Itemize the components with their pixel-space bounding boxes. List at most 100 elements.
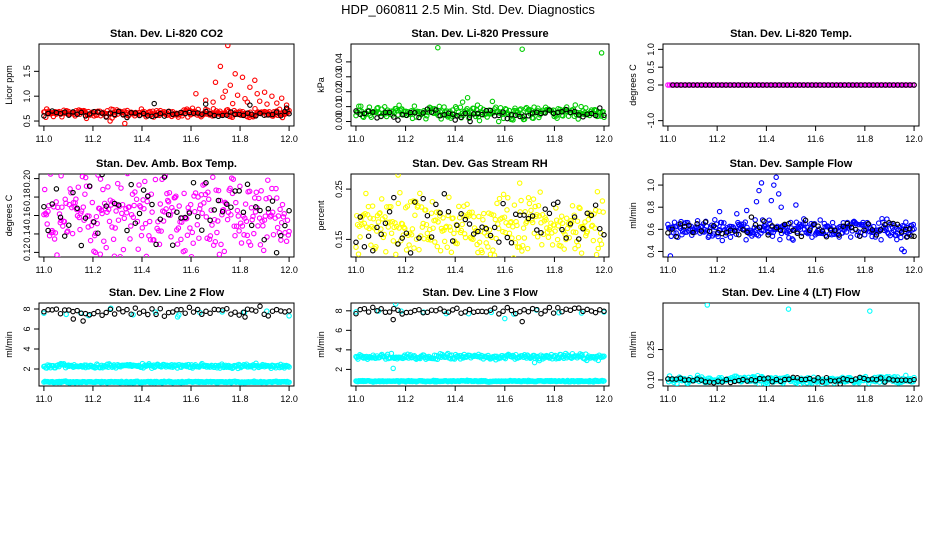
data-point-reference	[140, 110, 147, 117]
data-point-main	[181, 190, 187, 197]
data-point-main	[878, 237, 884, 243]
data-point-main	[119, 210, 125, 217]
data-point-reference	[91, 219, 97, 225]
data-point-reference	[752, 378, 759, 384]
data-point-reference	[424, 309, 431, 316]
data-point-reference	[244, 181, 251, 188]
data-point-reference	[487, 107, 494, 114]
data-point-main	[205, 196, 212, 203]
data-point-main	[233, 199, 239, 206]
data-point-reference	[723, 229, 730, 236]
data-point-main	[252, 77, 258, 84]
data-point-sparse	[63, 311, 69, 318]
data-point-band-high	[492, 353, 498, 360]
data-point-reference	[224, 201, 230, 207]
data-point-reference	[269, 111, 276, 118]
data-point-main	[127, 236, 133, 242]
data-point-main	[593, 251, 600, 257]
data-point-main	[741, 82, 747, 88]
data-point-main	[444, 244, 450, 250]
x-tick-label: 11.6	[807, 394, 824, 404]
data-point-reference	[865, 221, 871, 227]
data-point-main	[269, 93, 275, 99]
data-point-reference	[236, 188, 242, 194]
data-point-main	[115, 217, 122, 223]
data-point-band-high	[536, 357, 543, 364]
data-point-reference	[107, 306, 114, 313]
data-point-reference	[91, 310, 97, 317]
data-point-main	[836, 234, 842, 240]
data-point-main	[535, 202, 542, 209]
data-point-main	[144, 198, 150, 205]
data-point-main	[503, 106, 510, 113]
data-point-reference	[265, 313, 272, 319]
data-point-main	[601, 114, 607, 121]
data-point-main	[672, 82, 678, 88]
data-point-main	[712, 217, 718, 223]
data-point-main	[363, 190, 369, 197]
data-point-reference	[157, 305, 164, 312]
data-point-reference	[466, 221, 473, 227]
data-point-main	[856, 82, 862, 88]
data-point-reference	[103, 309, 109, 316]
data-point-reference	[823, 374, 830, 381]
data-point-reference	[70, 109, 76, 115]
data-point-main	[143, 253, 150, 257]
data-point-main	[756, 381, 763, 386]
data-point-reference	[157, 110, 164, 117]
data-point-main	[109, 224, 115, 230]
data-point-main	[383, 249, 389, 255]
data-point-reference	[80, 318, 86, 324]
x-tick-label: 11.6	[807, 134, 824, 144]
data-point-reference	[437, 306, 443, 312]
data-point-reference	[161, 313, 168, 319]
data-point-main	[248, 205, 255, 211]
data-point-reference	[395, 117, 401, 123]
data-point-band-high	[286, 364, 292, 370]
data-point-main	[786, 235, 792, 241]
x-tick-label: 11.2	[85, 394, 102, 404]
panel-sampleflow: Stan. Dev. Sample Flow 11.0 11.2 11.4 11.6 11…	[628, 158, 923, 275]
data-point-main	[844, 82, 850, 88]
data-point-main	[516, 180, 523, 186]
data-point-reference	[673, 233, 680, 240]
data-point-main	[524, 218, 530, 225]
x-tick-label: 11.0	[35, 265, 52, 275]
data-point-reference	[386, 109, 393, 116]
data-point-main	[251, 230, 257, 237]
x-tick-label: 11.0	[659, 265, 676, 275]
data-point-main	[283, 238, 290, 245]
x-tick-label: 11.8	[856, 394, 873, 404]
data-point-main	[456, 203, 462, 210]
data-point-main	[270, 231, 277, 238]
data-point-reference	[57, 310, 64, 317]
x-tick-label: 11.8	[546, 134, 563, 144]
data-point-reference	[82, 215, 89, 221]
data-point-reference	[136, 210, 143, 217]
data-point-main	[97, 176, 104, 182]
data-point-reference	[182, 310, 188, 316]
y-tick-label: 4	[334, 347, 344, 352]
data-point-main	[231, 223, 237, 229]
panel-title: Stan. Dev. Amb. Box Temp.	[96, 158, 237, 170]
x-tick-label: 11.8	[856, 134, 873, 144]
data-point-main	[404, 203, 411, 209]
panel-title: Stan. Dev. Li-820 Pressure	[411, 28, 548, 40]
data-point-main	[471, 214, 477, 220]
data-point-reference	[559, 109, 565, 115]
data-point-main	[454, 240, 460, 247]
data-point-main	[223, 200, 229, 207]
data-point-main	[420, 220, 426, 227]
data-point-main	[192, 208, 198, 215]
data-point-main	[92, 249, 99, 256]
data-point-reference	[78, 109, 85, 116]
data-point-main	[189, 229, 196, 236]
data-point-main	[719, 237, 726, 244]
data-point-reference	[597, 105, 603, 111]
y-axis-label: degrees C	[4, 194, 14, 236]
data-point-main	[446, 224, 453, 230]
data-point-main	[395, 200, 402, 207]
data-point-reference	[99, 174, 105, 178]
data-point-main	[92, 230, 99, 237]
data-point-main	[234, 207, 241, 214]
